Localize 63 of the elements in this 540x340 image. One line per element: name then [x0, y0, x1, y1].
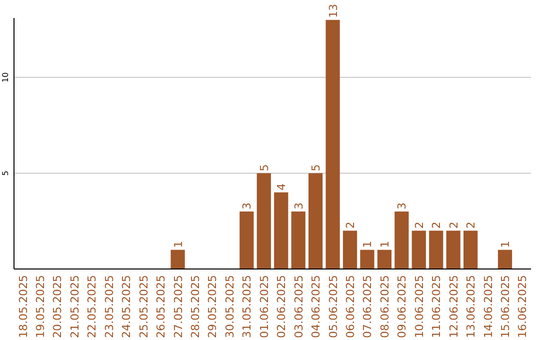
x-tick-label: 18.05.2025 — [16, 275, 30, 338]
x-tick-label: 03.06.2025 — [292, 275, 306, 338]
x-tick-label: 04.06.2025 — [310, 275, 323, 338]
data-label: 2 — [412, 222, 426, 229]
bar — [498, 250, 512, 269]
bar — [342, 230, 358, 269]
x-tick-label: 16.06.2025 — [516, 275, 530, 338]
bar — [360, 250, 374, 269]
x-tick-label: 24.05.2025 — [120, 275, 134, 338]
bar — [412, 230, 426, 269]
x-tick-label: 26.05.2025 — [154, 275, 168, 338]
bar — [274, 192, 288, 269]
x-tick-label: 22.05.2025 — [86, 275, 99, 338]
data-label: 13 — [326, 4, 340, 18]
x-tick-label: 20.05.2025 — [51, 275, 64, 338]
x-tick-label: 11.06.2025 — [430, 275, 444, 338]
x-tick-label: 29.05.2025 — [206, 275, 220, 338]
data-label: 3 — [292, 202, 306, 210]
x-tick-label: 25.05.2025 — [137, 275, 150, 338]
data-label: 2 — [344, 222, 357, 229]
data-label: 2 — [430, 222, 444, 229]
data-label: 5 — [258, 164, 271, 172]
bar — [326, 20, 340, 269]
data-label: 1 — [361, 240, 374, 248]
data-label: 1 — [378, 240, 392, 248]
x-tick-label: 05.06.2025 — [326, 275, 340, 338]
bar — [170, 250, 185, 269]
x-tick-label: 02.06.2025 — [275, 275, 288, 338]
x-tick-label: 10.06.2025 — [412, 275, 426, 338]
x-tick-label: 08.06.2025 — [378, 275, 392, 338]
x-tick-label: 09.06.2025 — [396, 275, 409, 338]
x-tick-label: 06.06.2025 — [344, 275, 357, 338]
x-tick-label: 27.05.2025 — [172, 275, 185, 338]
x-tick-label: 21.05.2025 — [68, 275, 82, 338]
x-tick-label: 31.05.2025 — [240, 275, 254, 338]
bar — [446, 230, 460, 269]
x-tick-label: 23.05.2025 — [102, 275, 116, 338]
y-tick-label: 10 — [1, 72, 10, 82]
data-label: 1 — [172, 240, 185, 248]
x-tick-label: 12.06.2025 — [447, 275, 460, 338]
data-label: 3 — [396, 202, 409, 210]
bar — [463, 230, 478, 269]
data-label: 2 — [464, 222, 478, 229]
x-tick-label: 13.06.2025 — [464, 275, 478, 338]
x-tick-label: 01.06.2025 — [258, 275, 271, 338]
bar — [256, 173, 271, 269]
data-label: 1 — [498, 240, 512, 248]
data-label: 3 — [240, 202, 254, 210]
data-label: 5 — [310, 164, 323, 172]
x-tick-label: 19.05.2025 — [34, 275, 48, 338]
bar — [240, 212, 254, 269]
x-tick-label: 30.05.2025 — [223, 275, 236, 338]
x-tick-label: 14.06.2025 — [482, 275, 495, 338]
bar — [308, 173, 323, 269]
bar — [291, 212, 306, 269]
data-label: 4 — [275, 183, 288, 190]
x-tick-label: 07.06.2025 — [361, 275, 374, 338]
bar — [429, 230, 444, 269]
data-label: 2 — [447, 222, 460, 229]
bar — [377, 250, 392, 269]
bar — [394, 212, 409, 269]
x-tick-label: 28.05.2025 — [189, 275, 202, 338]
x-tick-label: 15.06.2025 — [498, 275, 512, 338]
